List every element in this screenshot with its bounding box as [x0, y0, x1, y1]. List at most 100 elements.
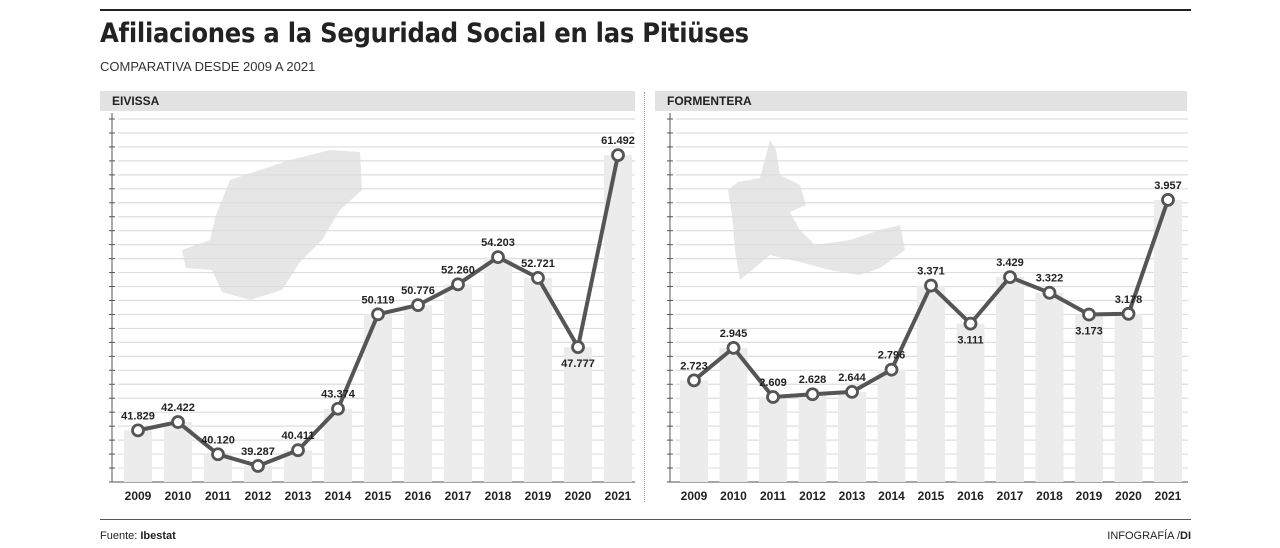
data-label: 47.777	[561, 358, 595, 370]
x-tick-label: 2010	[720, 489, 747, 503]
bottom-rule	[100, 519, 1191, 520]
data-label: 2.609	[759, 377, 787, 389]
data-label: 50.119	[361, 294, 394, 306]
credit-label: INFOGRAFÍA /	[1107, 530, 1180, 542]
data-label: 3.322	[1036, 273, 1064, 285]
data-label: 40.120	[201, 434, 235, 446]
x-tick-label: 2014	[325, 489, 352, 503]
data-label: 50.776	[401, 285, 435, 297]
x-tick-label: 2009	[125, 489, 152, 503]
x-tick-label: 2018	[1036, 489, 1063, 503]
x-tick-label: 2011	[205, 489, 231, 503]
data-label: 41.829	[121, 410, 155, 422]
bar-2010	[719, 347, 748, 482]
bar-2012	[798, 394, 827, 482]
data-label: 43.374	[321, 389, 356, 401]
x-tick-label: 2020	[565, 489, 592, 503]
data-label: 40.411	[281, 430, 314, 442]
data-point	[1121, 306, 1136, 321]
data-point	[884, 362, 899, 377]
x-tick-label: 2019	[1076, 489, 1103, 503]
data-label: 3.957	[1154, 180, 1182, 192]
bar-2018	[1035, 292, 1064, 482]
data-point	[963, 316, 978, 331]
data-label: 61.492	[601, 135, 635, 147]
bar-2016	[956, 323, 985, 482]
top-rule	[100, 9, 1191, 11]
data-label: 52.260	[441, 264, 475, 276]
data-point	[805, 387, 820, 402]
bar-2017	[996, 277, 1024, 482]
data-label: 3.178	[1115, 294, 1143, 306]
bar-2015	[364, 314, 392, 482]
panel-divider	[644, 92, 645, 502]
bar-2012	[244, 465, 272, 482]
data-label: 3.429	[996, 257, 1024, 269]
bar-2015	[917, 285, 945, 482]
x-tick-label: 2021	[1155, 489, 1182, 503]
x-tick-label: 2018	[485, 489, 512, 503]
data-point	[924, 278, 938, 293]
x-tick-label: 2010	[165, 489, 192, 503]
data-point	[491, 250, 505, 265]
x-tick-label: 2015	[918, 489, 945, 503]
bar-2009	[124, 430, 152, 482]
bar-2019	[524, 277, 552, 482]
bar-2009	[680, 380, 708, 482]
bar-2020	[564, 347, 592, 482]
data-point	[571, 340, 585, 354]
x-tick-label: 2021	[605, 489, 632, 503]
data-point	[687, 373, 701, 388]
data-point	[371, 307, 385, 322]
data-point	[251, 459, 265, 473]
source-note: Fuente: Ibestat	[100, 530, 176, 542]
x-tick-label: 2015	[365, 489, 392, 503]
credit-note: INFOGRAFÍA /DI	[1107, 530, 1191, 542]
x-tick-label: 2013	[285, 489, 312, 503]
x-tick-label: 2009	[681, 489, 708, 503]
data-point	[1042, 285, 1057, 300]
x-tick-label: 2012	[799, 489, 826, 503]
data-label: 3.371	[917, 266, 945, 278]
data-point	[845, 385, 859, 399]
data-label: 2.628	[799, 374, 827, 386]
data-point	[1003, 270, 1017, 284]
data-point	[451, 277, 465, 292]
bar-2018	[484, 257, 512, 482]
x-tick-label: 2020	[1115, 489, 1142, 503]
data-point	[171, 415, 185, 429]
data-label: 54.203	[481, 237, 515, 249]
data-point	[611, 148, 625, 162]
bar-2019	[1075, 314, 1103, 482]
data-point	[726, 340, 741, 355]
x-tick-label: 2016	[957, 489, 984, 503]
x-tick-label: 2014	[878, 489, 905, 503]
credit-brand: DI	[1180, 530, 1191, 542]
source-name: Ibestat	[140, 530, 176, 542]
bar-2014	[877, 369, 906, 482]
data-label: 52.721	[521, 258, 555, 270]
chart-formentera: 2009 2010 2011 2012 2013 2014 2015 2016 2017 2018…	[667, 113, 1188, 503]
bar-2013	[838, 391, 866, 482]
data-label: 2.723	[680, 360, 708, 372]
bar-2021	[1154, 199, 1182, 482]
data-label: 2.644	[838, 372, 866, 384]
data-label: 3.173	[1075, 326, 1103, 338]
panel-header-eivissa: EIVISSA	[100, 91, 635, 111]
bar-2020	[1114, 313, 1143, 482]
ibiza-island-map-icon	[182, 150, 362, 300]
data-label: 2.945	[720, 328, 748, 340]
data-label: 3.111	[957, 335, 983, 347]
x-tick-label: 2019	[525, 489, 552, 503]
data-point	[1082, 307, 1096, 322]
source-label: Fuente:	[100, 530, 138, 542]
panel-header-formentera: FORMENTERA	[655, 91, 1187, 111]
page-title: Afiliaciones a la Seguridad Social en la…	[100, 18, 749, 49]
bar-2016	[404, 305, 432, 482]
x-tick-label: 2016	[405, 489, 432, 503]
x-tick-label: 2017	[997, 489, 1024, 503]
x-tick-label: 2011	[760, 489, 786, 503]
data-point	[131, 423, 145, 438]
